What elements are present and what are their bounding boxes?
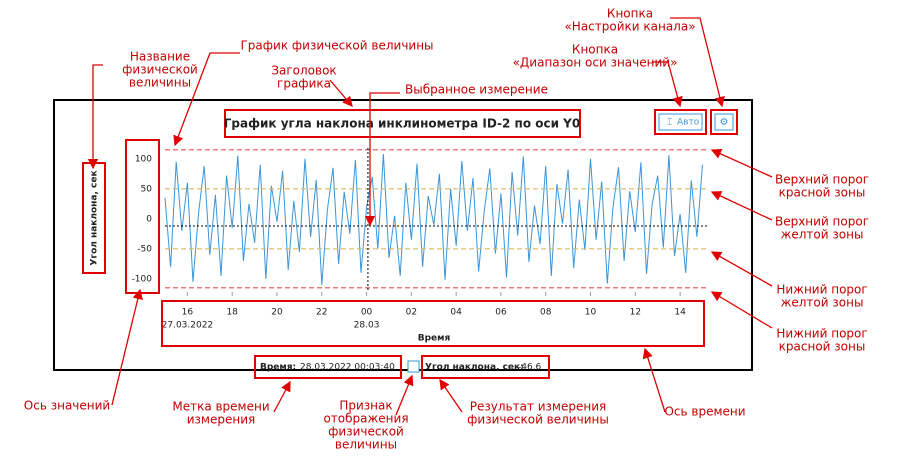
annotation: физической [122,63,198,77]
gear-icon: ⚙ [720,117,729,128]
annotation: Выбранное измерение [405,83,548,97]
annotation: измерения [187,413,255,427]
value: -46,6 [518,363,542,373]
date-label: 28.03 [354,321,380,331]
annotation: Нижний порог [776,283,867,297]
x-tick-label: 20 [271,308,283,318]
date-label: 27.03.2022 [162,321,214,331]
x-tick-label: 04 [450,308,462,318]
annotation: Название [130,50,190,64]
annotation: красной зоны [779,340,866,354]
annotation: Результат измерения [470,400,606,414]
annotation: величины [129,76,191,90]
series-line [164,153,703,285]
chart-title: График угла наклона инклинометра ID-2 по… [224,117,580,131]
annotation: физической [328,425,404,439]
x-tick-label: 16 [182,308,194,318]
time-value: 28.03.2022 00:03:40 [300,363,395,373]
auto-icon: ⌶ [667,118,672,128]
highlight [654,109,707,135]
annotation: Нижний порог [776,327,867,341]
y-tick-label: 100 [135,154,152,164]
highlight [254,355,402,379]
annotation: Признак [339,399,392,413]
time-label: Время: [260,363,296,373]
annotation: графика [277,77,331,91]
annotation: отображения [323,412,408,426]
value-label: Угол наклона, сек: [425,363,524,373]
annotation: желтой зоны [781,228,864,242]
visibility-checkbox[interactable] [407,360,420,373]
annotation: «Диапазон оси значений» [513,56,678,70]
x-tick-label: 00 [361,308,373,318]
arrows [87,17,773,416]
x-tick-label: 02 [406,308,417,318]
annotation: красной зоны [779,186,866,200]
annotation: «Настройки канала» [564,20,695,34]
annotation: желтой зоны [781,296,864,310]
annotation: Кнопка [572,43,618,57]
plot: 100 50 0 -50 -100 16 18 20 22 00 02 04 06 08 10 12 14 27.… [132,148,707,331]
y-tick-label: -50 [137,244,152,254]
y-tick-label: -100 [132,274,153,284]
x-tick-label: 18 [226,308,238,318]
annotation: Кнопка [607,7,653,21]
auto-button-label: Авто [677,118,700,128]
highlight [710,109,738,135]
highlight [421,355,550,379]
annotation: величины [335,438,397,452]
annotation: Верхний порог [775,215,869,229]
annotation: График физической величины [240,39,433,53]
annotation: Верхний порог [775,173,869,187]
x-tick-label: 22 [316,308,327,318]
highlight [161,300,705,347]
x-tick-label: 10 [585,308,597,318]
annotation: физической величины [467,413,609,427]
annotation: Заголовок [271,64,336,78]
x-tick-label: 06 [495,308,507,318]
highlight [224,109,581,138]
auto-button[interactable] [658,113,703,131]
x-tick-label: 08 [540,308,552,318]
x-axis-label: Время [418,334,451,344]
x-tick-label: 14 [674,308,686,318]
y-axis-label: Угол наклона, сек [90,170,100,265]
y-tick-label: 0 [146,214,152,224]
y-tick-label: 50 [141,184,153,194]
settings-button[interactable] [714,113,734,131]
annotation: Ось значений [24,399,110,413]
x-tick-label: 12 [630,308,641,318]
annotation: Метка времени [172,400,269,414]
annotation: Ось времени [664,405,745,419]
